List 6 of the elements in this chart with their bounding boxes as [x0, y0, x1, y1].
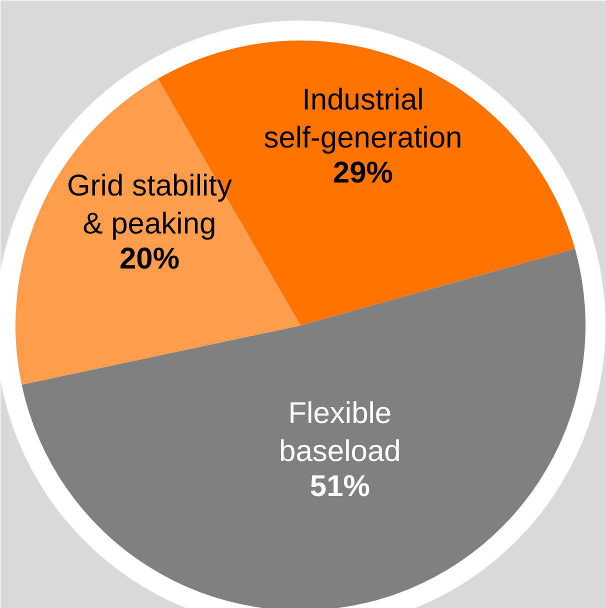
slice-label: Grid stability & peaking — [66, 169, 232, 240]
slice-label: Flexible baseload — [279, 397, 401, 468]
data-label: 29% — [332, 156, 393, 190]
data-label: 20% — [119, 242, 180, 276]
slice-label: Industrial self-generation — [264, 84, 462, 154]
data-label: 51% — [310, 470, 370, 504]
